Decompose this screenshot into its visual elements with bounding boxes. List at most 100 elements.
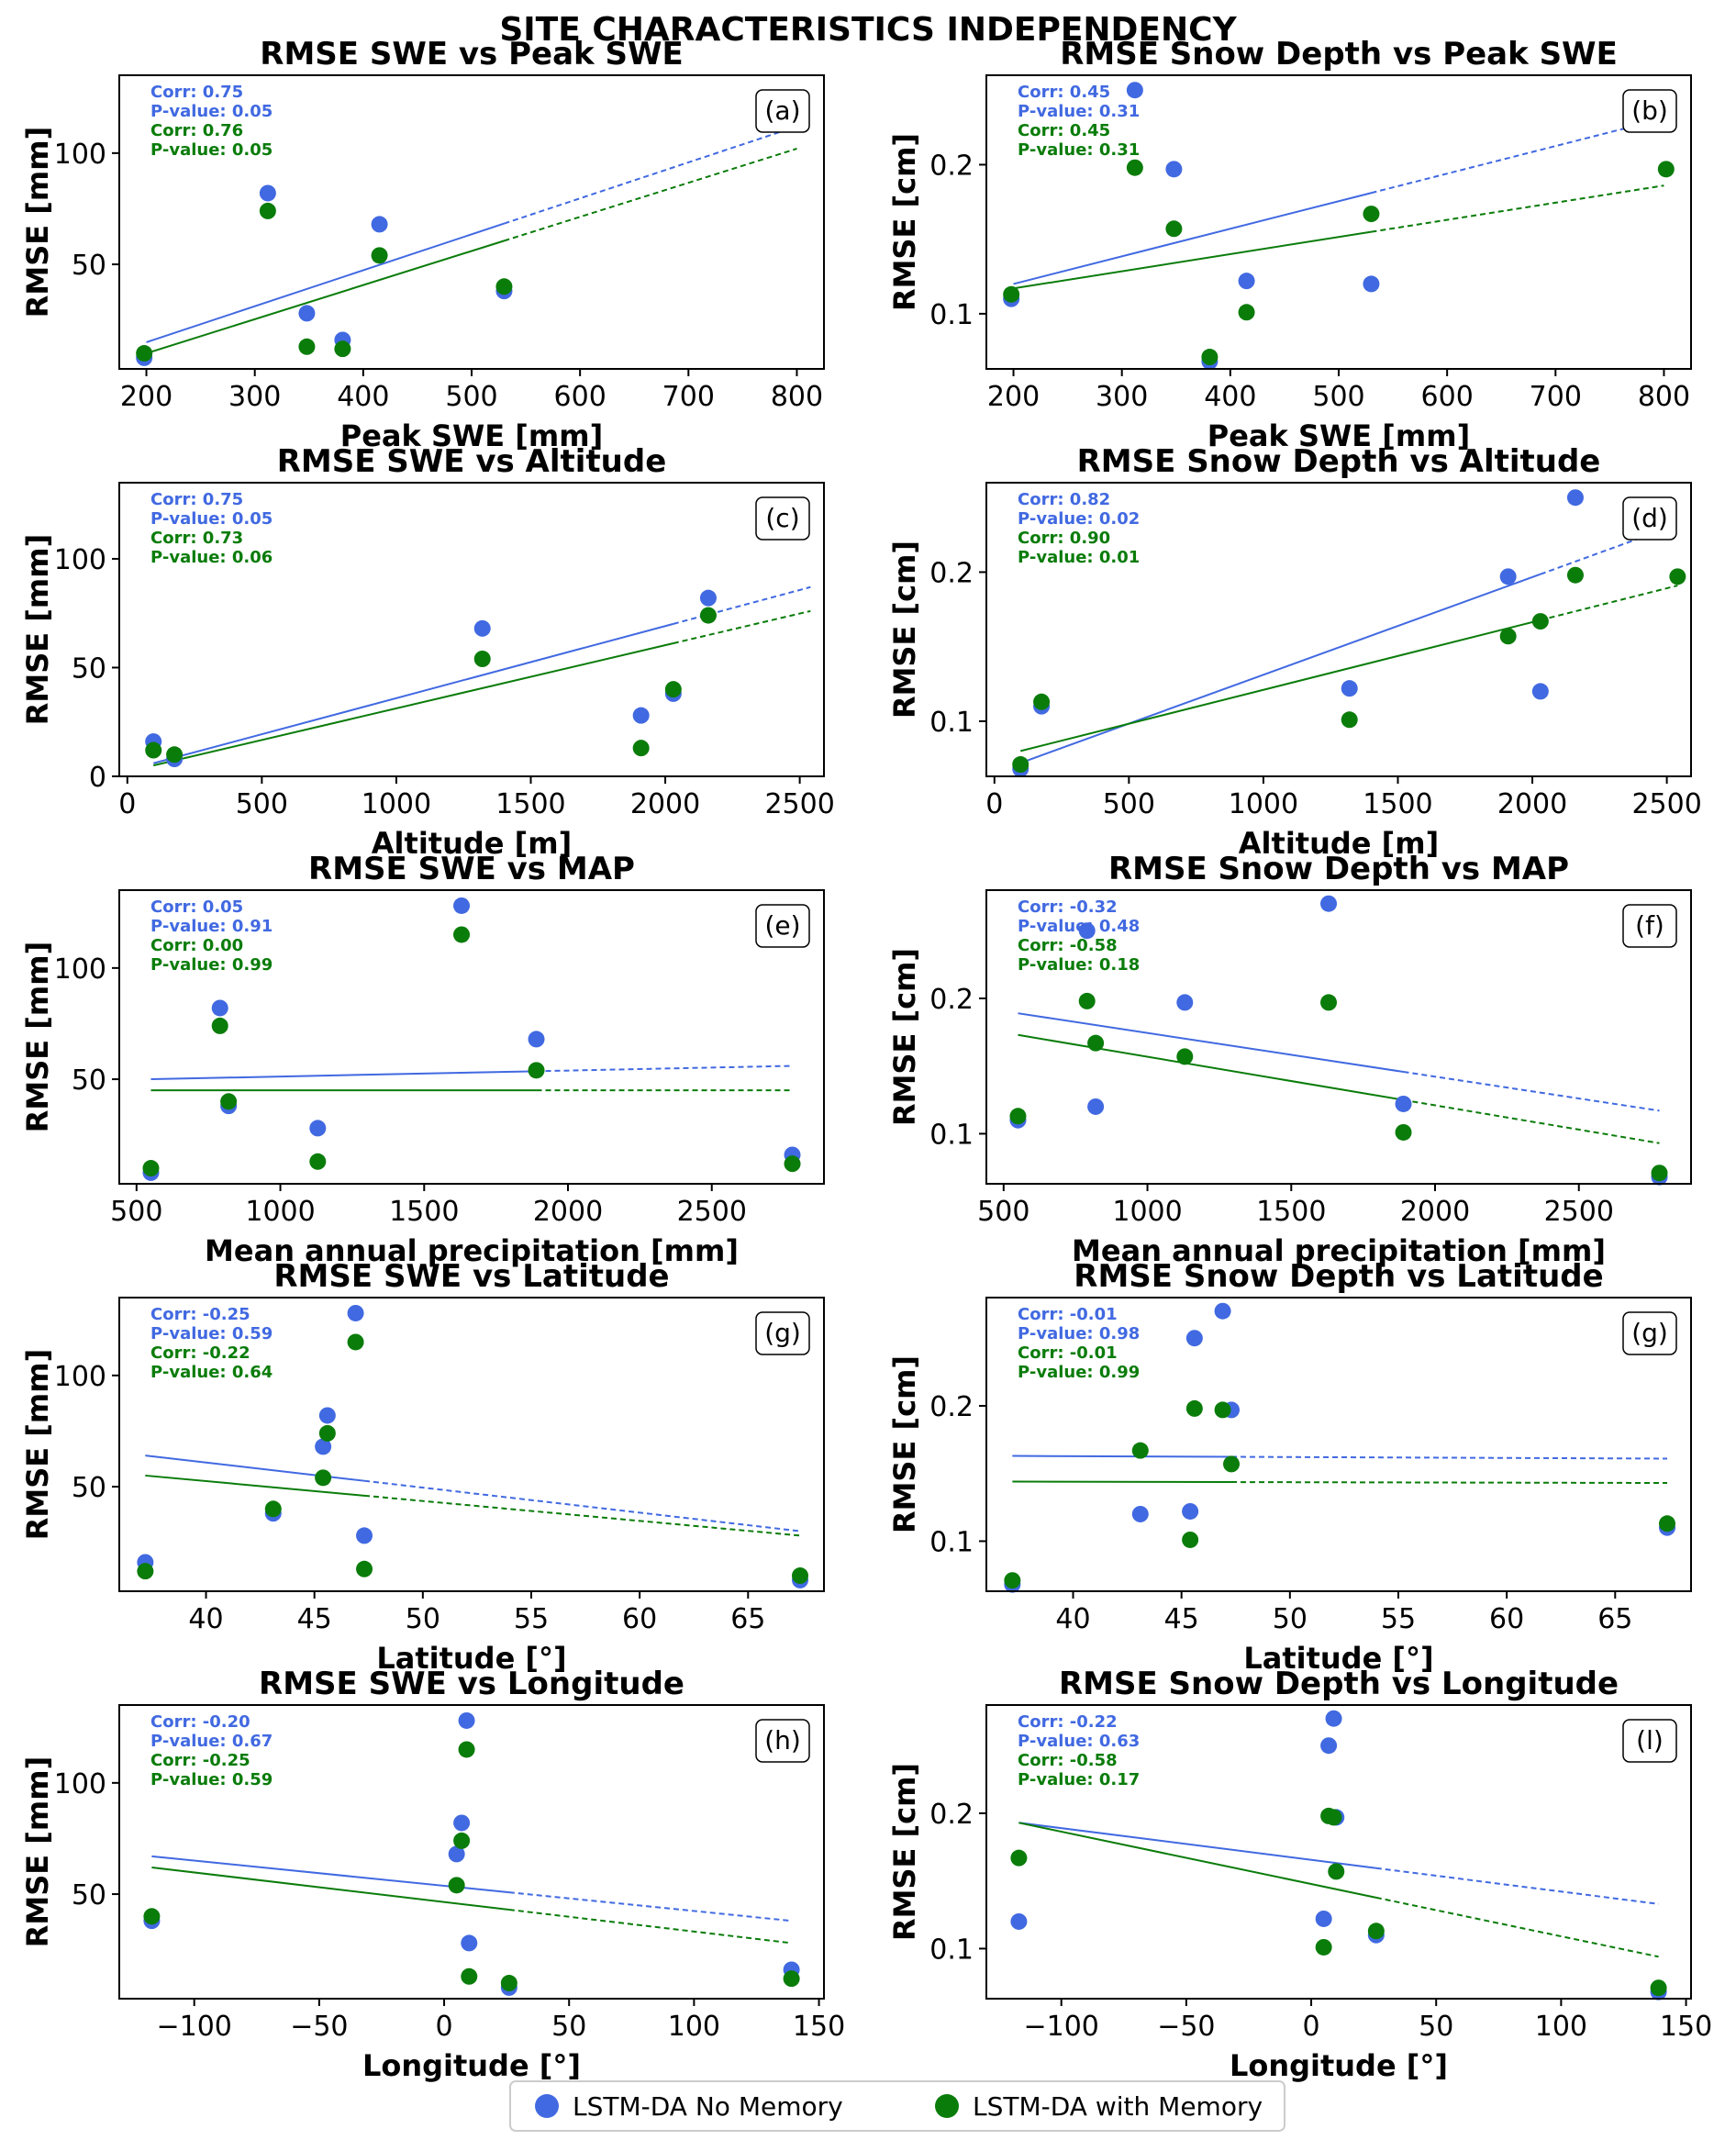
stats-annotation: P-value: 0.05 bbox=[150, 140, 273, 160]
point-with-memory bbox=[1395, 1123, 1412, 1141]
x-tick-label: 65 bbox=[1597, 1603, 1632, 1635]
x-tick-label: 500 bbox=[1312, 381, 1364, 413]
x-tick-label: 200 bbox=[987, 381, 1040, 413]
point-no-memory bbox=[1320, 1737, 1338, 1755]
x-tick-label: 500 bbox=[1103, 788, 1155, 820]
y-tick-label: 0.1 bbox=[929, 299, 974, 331]
x-axis-label: Mean annual precipitation [mm] bbox=[205, 1233, 739, 1268]
axes-frame bbox=[985, 1297, 1692, 1592]
point-no-memory bbox=[347, 1304, 364, 1321]
y-tick-label: 50 bbox=[72, 652, 106, 685]
point-no-memory bbox=[1341, 680, 1358, 697]
x-tick-label: −100 bbox=[156, 2011, 231, 2043]
stats-annotation: Corr: 0.75 bbox=[150, 83, 243, 102]
x-axis-label: Peak SWE [mm] bbox=[340, 418, 603, 453]
x-axis-label: Latitude [°] bbox=[376, 1641, 566, 1676]
fit-line-extrapolated-with-memory bbox=[504, 148, 797, 242]
point-with-memory bbox=[1182, 1531, 1199, 1548]
fit-line-no-memory bbox=[152, 622, 674, 764]
x-tick-label: 55 bbox=[514, 1603, 549, 1635]
x-tick-label: 2000 bbox=[1497, 788, 1567, 820]
stats-annotation: P-value: 0.18 bbox=[1018, 955, 1140, 975]
axes-frame bbox=[118, 1297, 825, 1592]
point-with-memory bbox=[1003, 285, 1020, 303]
point-with-memory bbox=[1126, 159, 1143, 176]
panel-label: (g) bbox=[1631, 1318, 1668, 1348]
x-tick-label: 300 bbox=[1096, 381, 1148, 413]
point-with-memory bbox=[334, 340, 351, 358]
point-no-memory bbox=[473, 619, 491, 637]
point-no-memory bbox=[298, 305, 316, 322]
chart-title: RMSE SWE vs Altitude bbox=[277, 443, 667, 480]
point-with-memory bbox=[461, 1967, 478, 1985]
point-with-memory bbox=[298, 338, 316, 355]
point-no-memory bbox=[1325, 1710, 1342, 1727]
x-tick-label: 45 bbox=[297, 1603, 332, 1635]
fit-line-extrapolated-with-memory bbox=[1231, 1481, 1668, 1485]
point-with-memory bbox=[136, 345, 153, 362]
x-axis-label: Latitude [°] bbox=[1243, 1641, 1433, 1676]
point-no-memory bbox=[1126, 82, 1143, 99]
chart-title: RMSE Snow Depth vs Peak SWE bbox=[1060, 36, 1618, 72]
y-axis-label: RMSE [cm] bbox=[887, 1355, 922, 1533]
x-tick-label: 2000 bbox=[533, 1196, 603, 1228]
x-tick-label: 0 bbox=[435, 2011, 452, 2043]
point-with-memory bbox=[142, 1160, 160, 1177]
x-tick-label: 45 bbox=[1164, 1603, 1199, 1635]
point-with-memory bbox=[1087, 1034, 1105, 1052]
fit-line-with-memory bbox=[1018, 1033, 1404, 1101]
point-with-memory bbox=[1131, 1442, 1149, 1459]
chart-title: RMSE Snow Depth vs Longitude bbox=[1059, 1666, 1619, 1702]
stats-annotation: Corr: 0.90 bbox=[1018, 529, 1110, 548]
stats-annotation: Corr: 0.73 bbox=[150, 529, 243, 548]
fit-line-with-memory bbox=[1013, 230, 1372, 290]
panel-label-box bbox=[755, 1719, 810, 1763]
panel-label: (a) bbox=[764, 95, 800, 126]
point-with-memory bbox=[137, 1563, 154, 1580]
axes-frame bbox=[118, 482, 825, 777]
x-tick-label: 50 bbox=[1273, 1603, 1308, 1635]
point-with-memory bbox=[264, 1500, 282, 1518]
point-no-memory bbox=[1214, 1302, 1231, 1320]
x-tick-label: 65 bbox=[730, 1603, 765, 1635]
panel-label: (d) bbox=[1631, 503, 1668, 533]
point-with-memory bbox=[1669, 568, 1686, 585]
fit-line-no-memory bbox=[1019, 573, 1541, 764]
y-tick-label: 50 bbox=[72, 1064, 106, 1097]
fit-line-no-memory bbox=[1013, 192, 1372, 285]
stats-annotation: Corr: 0.45 bbox=[1018, 83, 1110, 102]
x-tick-label: −50 bbox=[290, 2011, 348, 2043]
point-no-memory bbox=[453, 1814, 471, 1832]
y-axis-label: RMSE [mm] bbox=[20, 1349, 55, 1540]
stats-annotation: P-value: 0.64 bbox=[150, 1363, 273, 1382]
chart-title: RMSE SWE vs MAP bbox=[308, 851, 635, 887]
x-tick-label: 1500 bbox=[495, 788, 565, 820]
fit-line-no-memory bbox=[1012, 1455, 1232, 1458]
point-no-memory bbox=[1499, 568, 1517, 585]
fit-line-no-memory bbox=[1018, 1012, 1404, 1073]
fit-line-extrapolated-no-memory bbox=[1375, 1867, 1659, 1905]
x-axis-label: Peak SWE [mm] bbox=[1207, 418, 1470, 453]
x-tick-label: 0 bbox=[118, 788, 136, 820]
point-with-memory bbox=[1214, 1401, 1231, 1419]
chart-panel-6: RMSE Snow Depth vs MAP 500 1000 1500 2000 250… bbox=[887, 851, 1692, 1268]
stats-annotation: P-value: 0.31 bbox=[1018, 140, 1140, 160]
fit-line-extrapolated-with-memory bbox=[1403, 1098, 1660, 1144]
chart-panel-4: RMSE Snow Depth vs Altitude 0 500 1000 1500 2… bbox=[887, 443, 1702, 861]
point-no-memory bbox=[259, 184, 276, 202]
x-tick-label: 800 bbox=[1638, 381, 1690, 413]
panel-label: (b) bbox=[1631, 95, 1668, 126]
fit-lines bbox=[152, 585, 811, 767]
x-tick-label: 500 bbox=[977, 1196, 1029, 1228]
point-with-memory bbox=[1659, 1515, 1676, 1533]
x-axis-label: Longitude [°] bbox=[1230, 2048, 1448, 2083]
fit-line-with-memory bbox=[145, 1474, 365, 1497]
stats-annotation: Corr: -0.25 bbox=[150, 1751, 250, 1770]
y-tick-label: 0.2 bbox=[929, 1391, 974, 1423]
point-with-memory bbox=[1531, 613, 1549, 630]
y-tick-label: 100 bbox=[54, 139, 106, 171]
x-axis-label: Longitude [°] bbox=[362, 2048, 581, 2083]
y-tick-label: 50 bbox=[72, 250, 106, 282]
